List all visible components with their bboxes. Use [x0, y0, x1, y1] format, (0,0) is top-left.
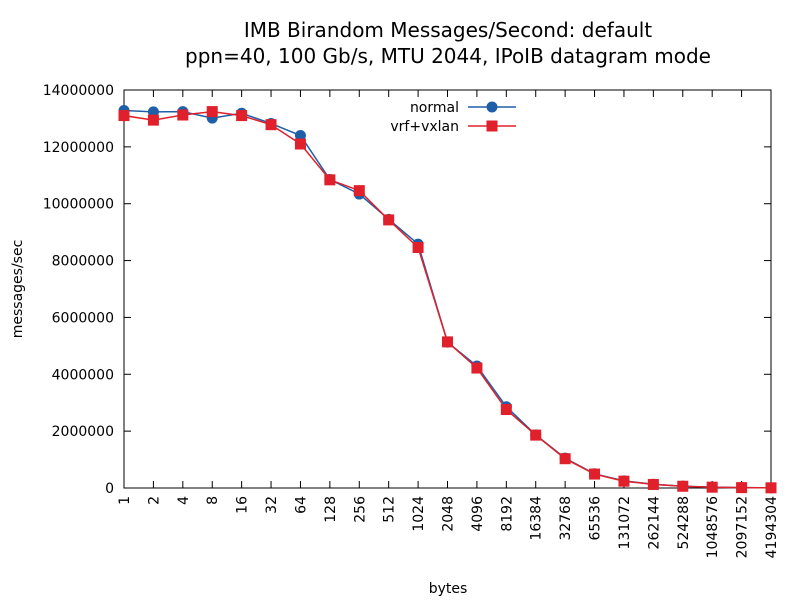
x-tick-label: 4194304	[764, 496, 780, 558]
x-tick-label: 32	[264, 496, 280, 514]
x-tick-label: 16384	[529, 496, 545, 541]
legend-marker-vrf+vxlan	[486, 120, 498, 132]
x-axis-label: bytes	[429, 581, 468, 597]
y-tick-label: 10000000	[43, 197, 114, 213]
y-tick-label: 8000000	[52, 254, 114, 270]
y-tick-label: 0	[105, 481, 114, 497]
x-tick-label: 65536	[588, 496, 604, 541]
data-point-vrf+vxlan	[265, 119, 277, 131]
data-point-vrf+vxlan	[353, 185, 365, 197]
series-lines	[123, 109, 772, 489]
x-tick-label: 1048576	[705, 496, 721, 558]
x-tick-label: 32768	[558, 496, 574, 541]
data-point-vrf+vxlan	[559, 453, 571, 465]
data-point-vrf+vxlan	[618, 475, 630, 487]
x-tick-label: 262144	[646, 496, 662, 550]
x-tick-label: 524288	[676, 496, 692, 549]
series-line-vrf+vxlan	[123, 110, 772, 489]
y-axis-label: messages/sec	[10, 240, 26, 339]
x-tick-label: 4096	[470, 496, 486, 532]
y-tick-label: 12000000	[43, 140, 114, 156]
x-tick-label: 1024	[411, 496, 427, 532]
chart-title: IMB Birandom Messages/Second: default	[244, 18, 652, 42]
legend-marker-normal	[486, 101, 498, 113]
chart-subtitle: ppn=40, 100 Gb/s, MTU 2044, IPoIB datagr…	[185, 44, 711, 68]
data-point-vrf+vxlan	[147, 114, 159, 126]
x-tick-label: 64	[293, 496, 309, 514]
y-tick-label: 14000000	[43, 83, 114, 99]
x-tick-label: 4	[176, 496, 192, 505]
data-point-vrf+vxlan	[412, 241, 424, 253]
x-axis-ticks: 1 2 4 8 16 32 64 128 256 512 1024 2048 4096 8192 16384…	[117, 90, 780, 558]
plot-frame	[123, 89, 772, 489]
data-point-vrf+vxlan	[383, 214, 395, 226]
y-axis-ticks: 0 2000000 4000000 6000000 8000000 10000000 120…	[43, 83, 771, 497]
x-tick-label: 128	[323, 496, 339, 523]
y-tick-label: 4000000	[52, 367, 114, 383]
x-tick-label: 1	[117, 496, 133, 505]
data-point-normal	[294, 129, 306, 141]
data-point-vrf+vxlan	[442, 336, 453, 348]
x-tick-label: 512	[382, 496, 398, 523]
x-tick-label: 2	[146, 496, 162, 505]
legend: normal vrf+vxlan	[390, 100, 516, 135]
x-tick-label: 256	[352, 496, 368, 523]
data-point-vrf+vxlan	[118, 110, 130, 122]
y-tick-label: 6000000	[52, 310, 114, 326]
legend-label-vrf+vxlan: vrf+vxlan	[390, 119, 459, 135]
data-point-vrf+vxlan	[500, 404, 512, 416]
legend-label-normal: normal	[410, 100, 459, 116]
x-tick-label: 8	[205, 496, 221, 505]
data-point-vrf+vxlan	[324, 174, 336, 186]
x-tick-label: 2097152	[735, 496, 751, 558]
data-point-vrf+vxlan	[294, 138, 306, 150]
data-point-vrf+vxlan	[206, 106, 218, 118]
series-line-normal	[123, 109, 772, 489]
data-point-vrf+vxlan	[765, 482, 777, 494]
data-point-vrf+vxlan	[236, 110, 248, 122]
data-point-vrf+vxlan	[736, 482, 748, 494]
x-tick-label: 2048	[441, 496, 457, 532]
data-point-vrf+vxlan	[647, 478, 659, 490]
data-point-vrf+vxlan	[589, 468, 601, 480]
series-markers	[118, 104, 777, 494]
x-tick-label: 131072	[617, 496, 633, 549]
data-point-vrf+vxlan	[530, 429, 542, 441]
data-point-vrf+vxlan	[471, 362, 483, 374]
data-point-vrf+vxlan	[677, 480, 689, 492]
x-tick-label: 8192	[499, 496, 515, 532]
x-tick-label: 16	[235, 496, 251, 514]
y-tick-label: 2000000	[52, 424, 114, 440]
data-point-vrf+vxlan	[177, 109, 189, 121]
data-point-vrf+vxlan	[706, 481, 718, 493]
